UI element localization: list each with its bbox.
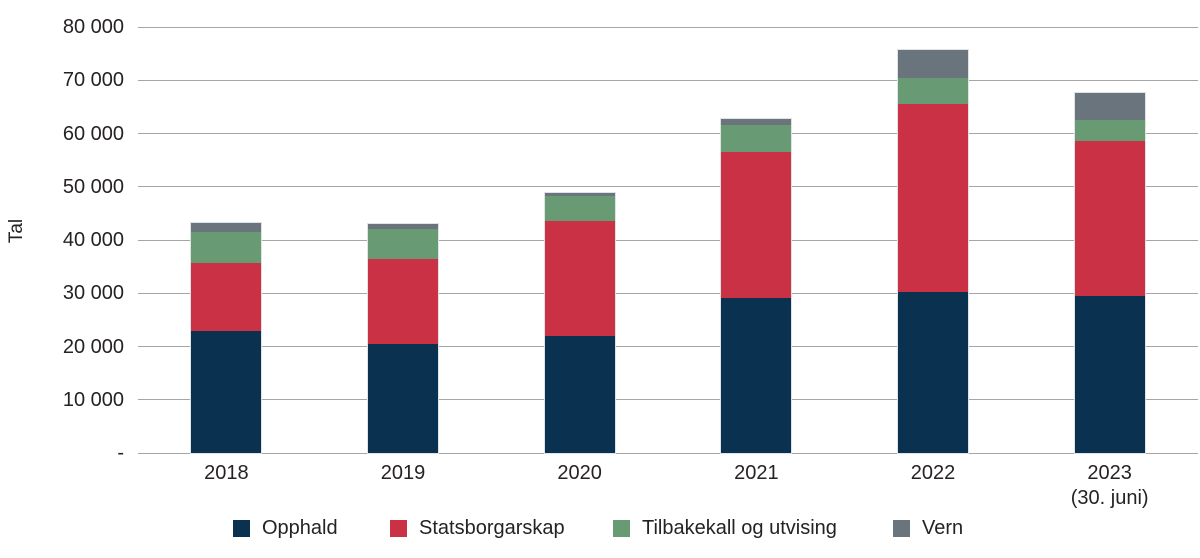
- legend-item-opphald: Opphald: [233, 514, 338, 542]
- y-tick-label: 60 000: [62, 122, 124, 145]
- x-axis-label: 2023 (30. juni): [1021, 461, 1198, 511]
- x-axis-label-year: 2023: [1087, 462, 1132, 484]
- bar-segment-opphald: [368, 343, 438, 453]
- gridline: [138, 186, 1198, 188]
- legend-label: Opphald: [262, 516, 338, 539]
- bar-segment-opphald: [898, 292, 968, 453]
- bar-segment-statsborgarskap: [368, 259, 438, 344]
- bar-segment-statsborgarskap: [544, 220, 615, 336]
- y-tick-label: 50 000: [62, 175, 124, 198]
- gridline: [138, 79, 1198, 81]
- x-axis-label: 2021: [668, 461, 845, 486]
- bar-segment-opphald: [721, 297, 792, 453]
- gridline: [138, 399, 1198, 401]
- bar-segment-tilbakekall-og-utvising: [191, 232, 262, 263]
- bar-segment-tilbakekall-og-utvising: [1074, 119, 1145, 141]
- x-axis-label: 2022: [845, 461, 1022, 486]
- bar-segment-opphald: [1074, 295, 1145, 453]
- bar-segment-tilbakekall-og-utvising: [898, 78, 968, 104]
- legend-swatch: [233, 519, 250, 537]
- y-tick-label: 40 000: [62, 229, 124, 251]
- bar-2023: [1073, 92, 1146, 454]
- x-axis-label-year: 2020: [557, 462, 602, 484]
- bar-2018: [190, 221, 263, 455]
- legend-swatch: [390, 519, 407, 537]
- y-tick-label: 70 000: [62, 69, 124, 92]
- bar-segment-opphald: [544, 335, 615, 453]
- legend-label: Tilbakekall og utvising: [642, 516, 837, 539]
- bar-2022: [897, 49, 969, 454]
- x-axis-label: 2018: [138, 461, 315, 486]
- x-axis-label-year: 2019: [380, 462, 426, 484]
- bar-segment-statsborgarskap: [898, 103, 968, 293]
- legend-label: Vern: [922, 516, 964, 539]
- gridline: [138, 346, 1198, 347]
- bar-2020: [543, 191, 616, 455]
- y-tick-label: 80 000: [62, 16, 124, 38]
- legend: Opphald Statsborgarskap Tilbakekall og utv…: [0, 514, 1200, 544]
- bar-segment-opphald: [191, 330, 262, 453]
- x-axis-label-year: 2018: [204, 462, 249, 484]
- legend-label: Statsborgarskap: [419, 516, 565, 539]
- y-tick-label: -: [117, 442, 124, 464]
- legend-item-vern: Vern: [893, 514, 963, 542]
- legend-swatch: [613, 519, 630, 537]
- gridline: [138, 292, 1198, 294]
- x-axis-label-year: 2021: [734, 462, 779, 484]
- bar-segment-vern: [544, 192, 615, 196]
- bar-segment-statsborgarskap: [1074, 140, 1145, 296]
- bar-segment-vern: [721, 119, 792, 125]
- gridline: [138, 239, 1198, 241]
- gridline: [138, 133, 1198, 134]
- y-tick-label: 10 000: [62, 388, 124, 411]
- x-axis-sublabel: (30. juni): [1070, 487, 1149, 509]
- bar-segment-statsborgarskap: [721, 152, 792, 298]
- bar-segment-vern: [898, 50, 968, 79]
- legend-item-statsborgarskap: Statsborgarskap: [390, 514, 565, 542]
- x-axis-label-year: 2022: [910, 462, 956, 484]
- bar-segment-tilbakekall-og-utvising: [368, 229, 438, 260]
- bar-2019: [367, 222, 439, 454]
- bar-segment-tilbakekall-og-utvising: [544, 195, 615, 221]
- gridline: [138, 26, 1198, 28]
- legend-swatch: [893, 519, 910, 537]
- legend-item-tilbakekall-og-utvising: Tilbakekall og utvising: [613, 514, 837, 542]
- gridline: [138, 452, 1198, 454]
- bar-segment-vern: [1074, 93, 1145, 120]
- bar-segment-vern: [191, 222, 262, 233]
- x-axis-label: 2020: [491, 461, 668, 486]
- bar-segment-vern: [368, 223, 438, 230]
- y-tick-label: 30 000: [62, 282, 124, 305]
- x-axis-label: 2019: [315, 461, 492, 486]
- y-tick-label: 20 000: [62, 335, 124, 358]
- bar-2021: [720, 118, 793, 454]
- bar-segment-tilbakekall-og-utvising: [721, 125, 792, 153]
- bar-segment-statsborgarskap: [191, 262, 262, 331]
